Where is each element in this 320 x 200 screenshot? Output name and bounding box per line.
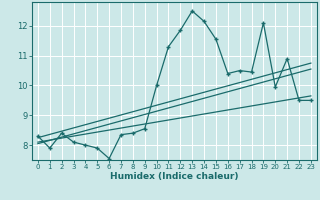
X-axis label: Humidex (Indice chaleur): Humidex (Indice chaleur): [110, 172, 239, 181]
